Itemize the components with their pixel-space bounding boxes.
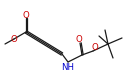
Text: O: O bbox=[11, 35, 17, 43]
Text: O: O bbox=[92, 43, 98, 52]
Text: O: O bbox=[23, 11, 29, 20]
Text: O: O bbox=[76, 35, 82, 44]
Text: NH: NH bbox=[62, 63, 75, 72]
